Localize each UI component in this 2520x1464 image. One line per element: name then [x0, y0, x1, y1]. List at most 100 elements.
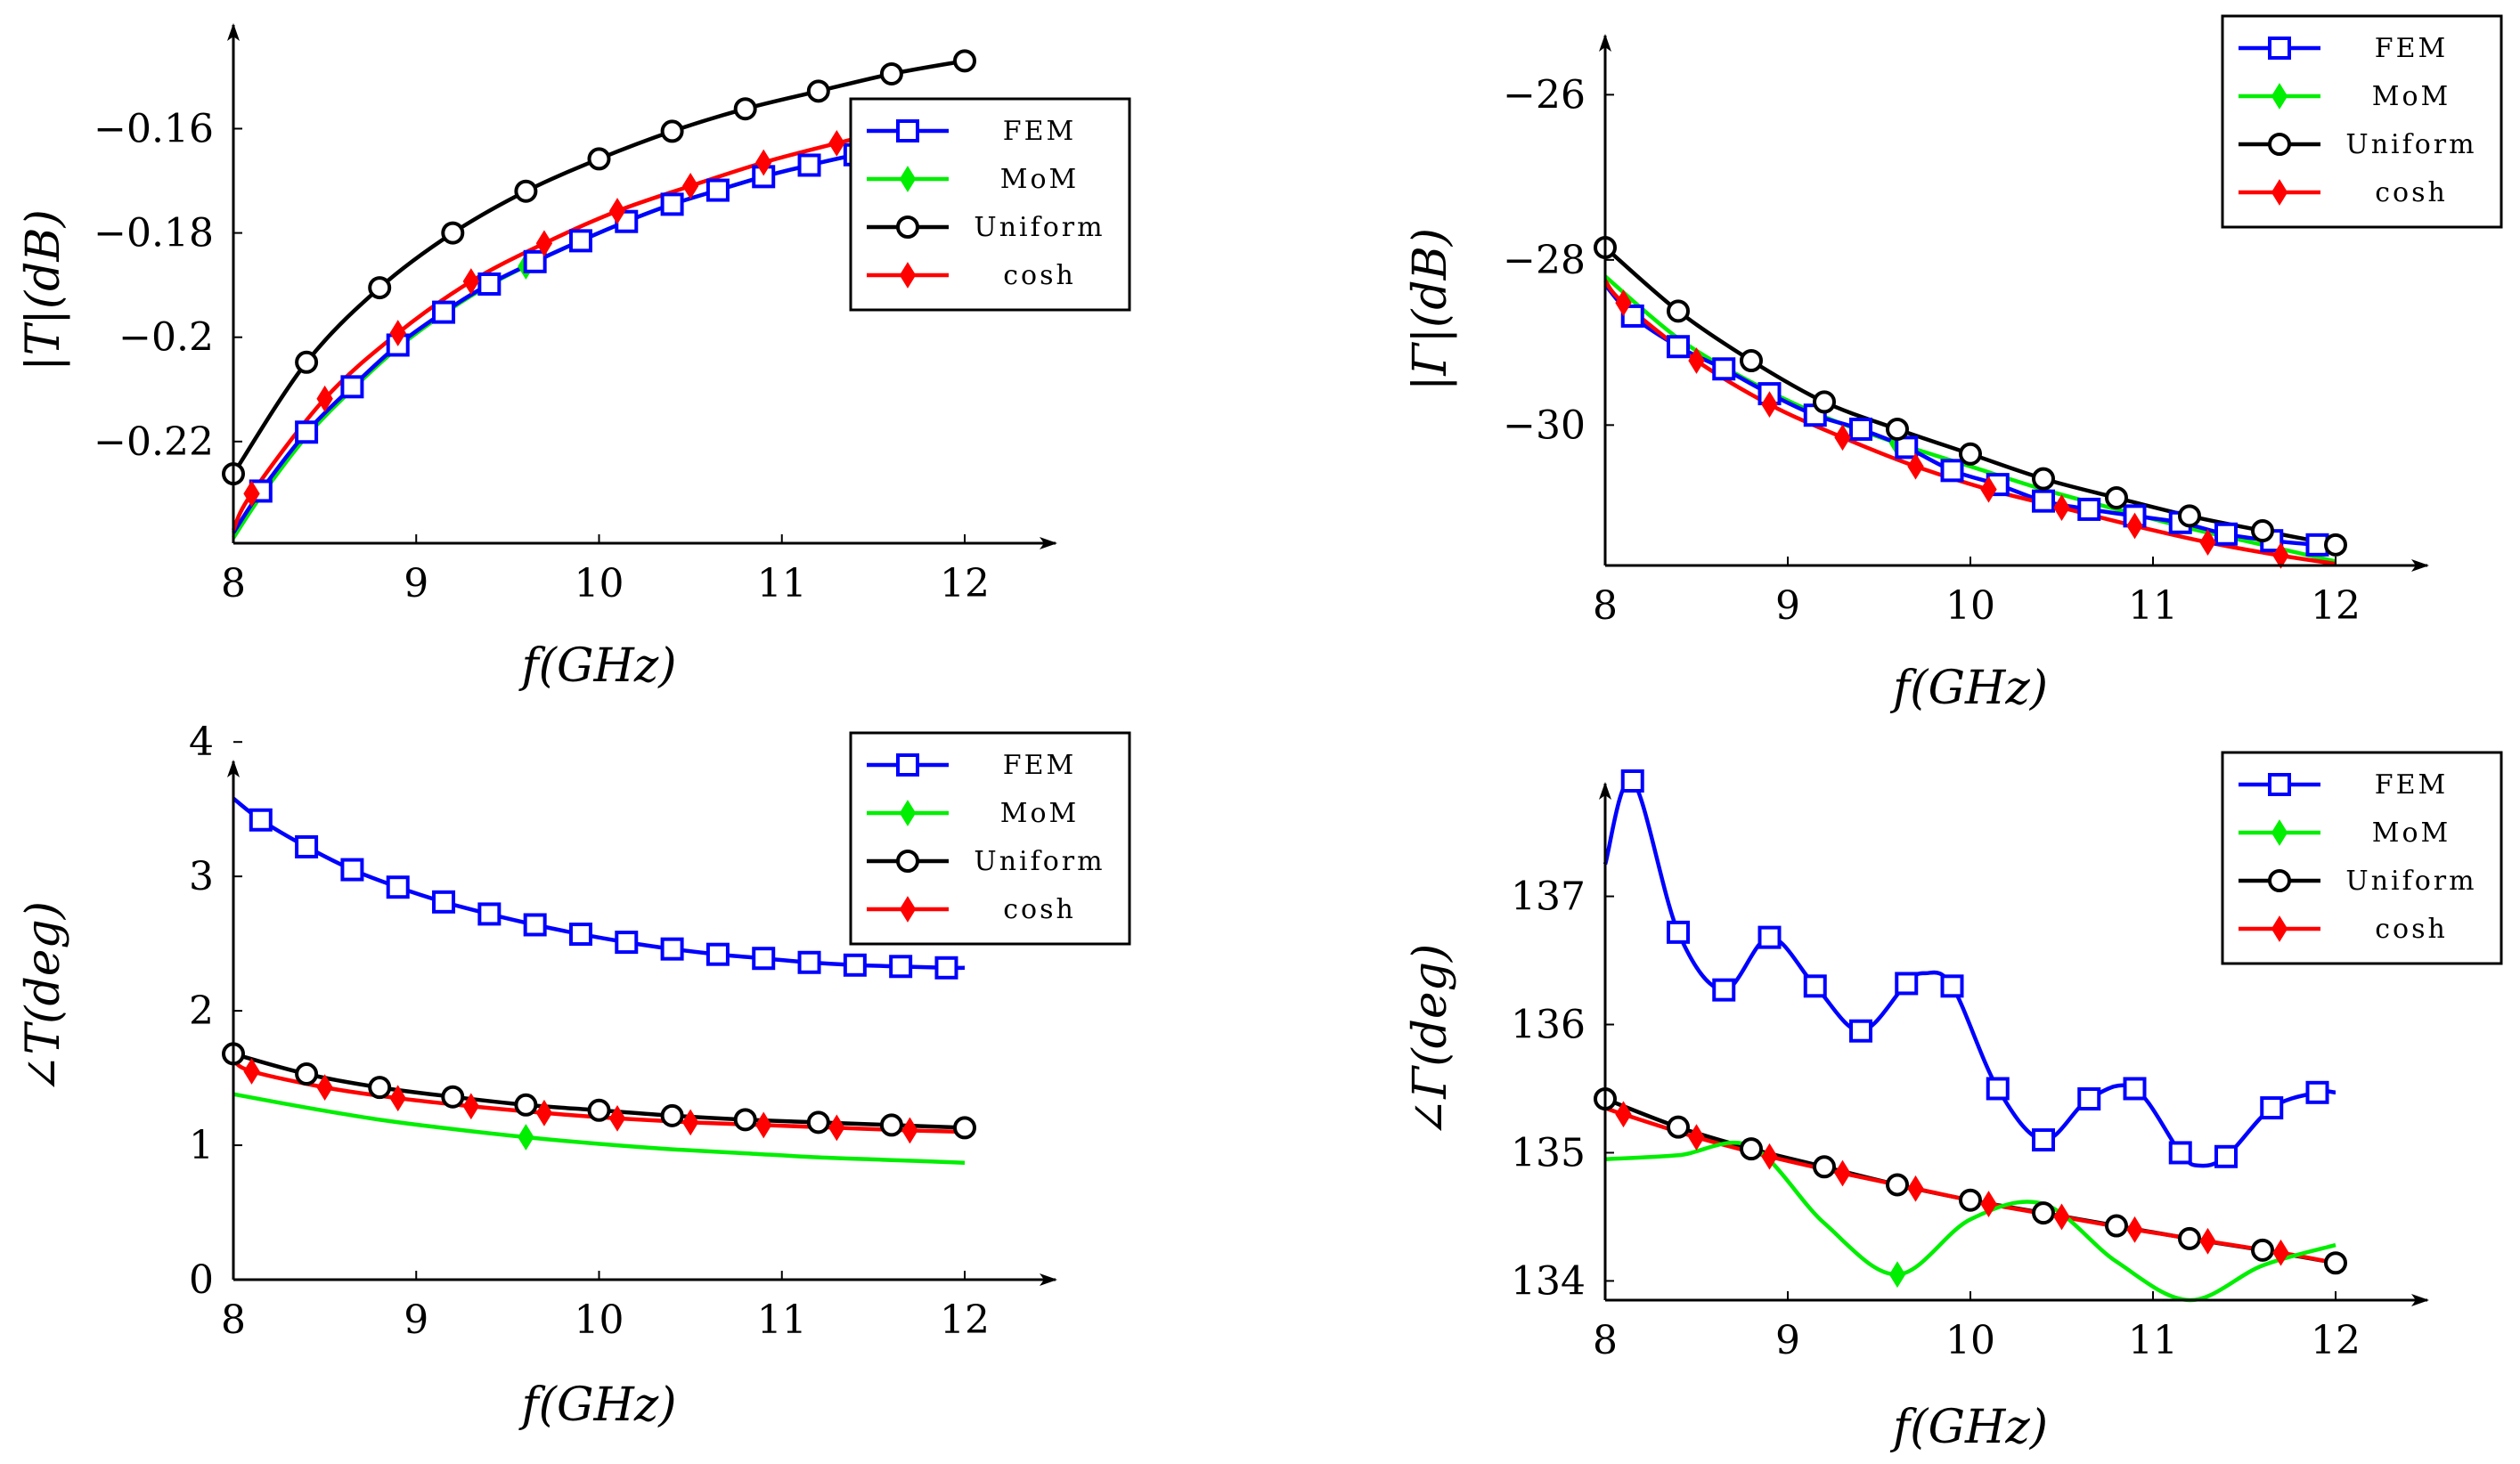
data-point-uniform [514, 179, 538, 203]
data-point-fem [1895, 972, 1919, 996]
data-point-fem [660, 192, 684, 216]
chart-panel-1: 8 9 10 11 12 −0.22 −0.2 −0.18 −0.16 f(GHz) |T|(dB)… [17, 23, 1131, 693]
x-axis-label: f(GHz) [1889, 1401, 2048, 1454]
data-point-cosh [2053, 494, 2070, 521]
data-point-fem [2214, 522, 2238, 546]
data-point-cosh [316, 1074, 333, 1102]
data-point-uniform [1886, 417, 1909, 441]
data-point-uniform [1667, 299, 1690, 323]
data-point-fem [432, 890, 456, 914]
y-axis-label: ∠Γ(deg) [1404, 944, 1457, 1138]
legend-marker-cosh [899, 262, 917, 289]
data-point-fem [2123, 1077, 2147, 1101]
x-tick-label: 11 [757, 1297, 807, 1343]
chart-panel-4: 8 9 10 11 12 134 135 136 137 f(GHz) ∠Γ(deg) FEM MoM U… [1404, 751, 2503, 1454]
y-tick-label: −0.22 [94, 419, 214, 465]
data-point-uniform [660, 1103, 684, 1127]
data-point-fem [2214, 1144, 2238, 1168]
data-point-cosh [389, 1085, 406, 1112]
series-line-uniform [1604, 1096, 2337, 1265]
data-point-cosh [462, 268, 479, 295]
data-point-uniform [1813, 390, 1836, 414]
data-point-mom [1888, 1261, 1906, 1289]
data-point-cosh [1761, 391, 1778, 419]
data-point-cosh [681, 172, 699, 199]
data-point-fem [1712, 978, 1736, 1002]
data-point-fem [1620, 769, 1644, 793]
data-point-cosh [755, 1111, 772, 1139]
data-point-fem [1849, 1019, 1872, 1043]
data-point-fem [249, 808, 273, 832]
data-point-uniform [953, 1116, 976, 1140]
x-tick-label: 11 [757, 561, 807, 606]
data-point-fem [1895, 435, 1919, 460]
x-tick-label: 9 [404, 561, 428, 606]
data-point-uniform [441, 221, 465, 245]
data-point-fem [1940, 459, 1964, 483]
x-tick-label: 12 [940, 561, 990, 606]
data-point-cosh [1980, 1191, 1997, 1217]
data-point-uniform [1667, 1115, 1690, 1139]
data-point-fem [1667, 335, 1690, 359]
data-point-fem [934, 956, 958, 980]
data-point-uniform [441, 1085, 465, 1109]
data-point-uniform [2032, 467, 2055, 491]
data-point-cosh [2053, 1203, 2070, 1231]
data-point-uniform [2178, 504, 2201, 528]
data-point-fem [295, 420, 319, 444]
data-point-cosh [608, 1104, 626, 1132]
y-axis-label: |T|(dB) [17, 209, 70, 371]
data-point-fem [340, 375, 364, 399]
data-point-cosh [901, 1117, 918, 1144]
legend-marker-uniform [896, 850, 919, 873]
legend-marker-uniform [896, 216, 919, 239]
data-point-fem [2032, 489, 2055, 513]
data-point-uniform [2251, 1238, 2274, 1262]
series-line-fem [1603, 283, 2318, 548]
legend: FEM MoM Uniform cosh [2221, 14, 2503, 229]
data-point-fem [2260, 1096, 2284, 1120]
x-tick-label: 12 [2311, 1318, 2361, 1363]
data-point-uniform [2324, 1251, 2347, 1275]
data-point-cosh [1834, 1159, 1851, 1187]
data-point-fem [2168, 1141, 2192, 1165]
y-tick-label: −0.16 [94, 106, 214, 151]
data-point-cosh [1615, 289, 1632, 316]
y-tick-label: 4 [189, 720, 214, 765]
series-line-cosh [1603, 279, 2337, 566]
data-point-cosh [1980, 476, 1997, 503]
data-point-fem [386, 875, 410, 899]
legend-marker-fem [2268, 773, 2291, 796]
data-point-cosh [316, 385, 333, 412]
x-tick-label: 9 [1775, 1318, 1800, 1363]
legend-marker-mom [2271, 83, 2288, 110]
data-point-cosh [828, 1114, 845, 1142]
data-point-fem [432, 300, 456, 324]
x-tick-label: 10 [575, 1297, 624, 1343]
y-tick-label: −28 [1503, 238, 1586, 283]
x-tick-label: 12 [940, 1297, 990, 1343]
data-point-uniform [2178, 1226, 2201, 1250]
y-tick-label: −30 [1503, 403, 1586, 448]
data-point-cosh [755, 149, 772, 176]
data-point-uniform [2105, 1214, 2128, 1238]
y-axis-label: |Γ|(dB) [1404, 228, 1457, 391]
x-tick-label: 10 [575, 561, 624, 606]
data-point-cosh [1907, 452, 1924, 480]
data-point-fem [797, 153, 821, 177]
legend-label-mom: MoM [2372, 81, 2451, 112]
data-point-uniform [806, 1110, 830, 1135]
x-tick-label: 8 [221, 561, 246, 606]
data-point-fem [2077, 1086, 2101, 1110]
data-point-uniform [806, 79, 830, 103]
data-point-fem [1986, 1077, 2010, 1101]
data-point-fem [705, 178, 730, 202]
x-tick-label: 10 [1945, 583, 1995, 629]
x-axis-label: f(GHz) [518, 639, 676, 693]
x-tick-label: 11 [2128, 1318, 2178, 1363]
data-point-cosh [2199, 1227, 2216, 1255]
data-point-uniform [733, 97, 757, 121]
data-point-cosh [608, 198, 626, 224]
data-point-cosh [2272, 1239, 2289, 1266]
legend-marker-fem [896, 119, 919, 142]
